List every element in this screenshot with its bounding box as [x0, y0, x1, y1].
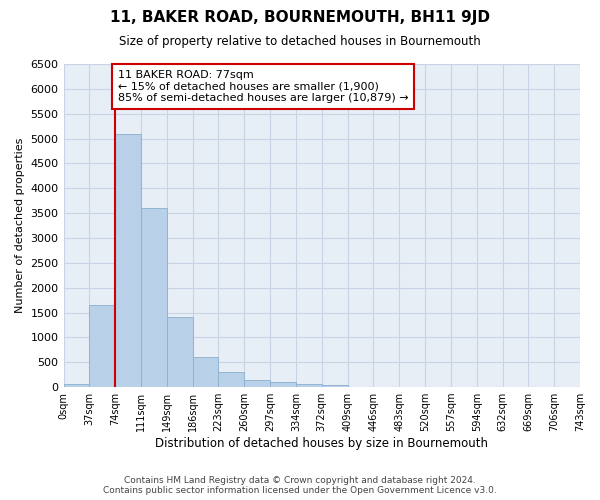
Text: Size of property relative to detached houses in Bournemouth: Size of property relative to detached ho…: [119, 35, 481, 48]
Bar: [296, 384, 322, 387]
Bar: [64, 384, 89, 387]
Bar: [270, 382, 296, 387]
Y-axis label: Number of detached properties: Number of detached properties: [15, 138, 25, 313]
Bar: [244, 380, 270, 387]
Bar: [167, 318, 193, 387]
Bar: [115, 134, 141, 387]
Bar: [218, 372, 244, 387]
Text: 11 BAKER ROAD: 77sqm
← 15% of detached houses are smaller (1,900)
85% of semi-de: 11 BAKER ROAD: 77sqm ← 15% of detached h…: [118, 70, 409, 103]
Bar: [89, 305, 115, 387]
Text: Contains HM Land Registry data © Crown copyright and database right 2024.
Contai: Contains HM Land Registry data © Crown c…: [103, 476, 497, 495]
Bar: [141, 208, 167, 387]
X-axis label: Distribution of detached houses by size in Bournemouth: Distribution of detached houses by size …: [155, 437, 488, 450]
Bar: [193, 358, 218, 387]
Text: 11, BAKER ROAD, BOURNEMOUTH, BH11 9JD: 11, BAKER ROAD, BOURNEMOUTH, BH11 9JD: [110, 10, 490, 25]
Bar: [322, 384, 347, 387]
